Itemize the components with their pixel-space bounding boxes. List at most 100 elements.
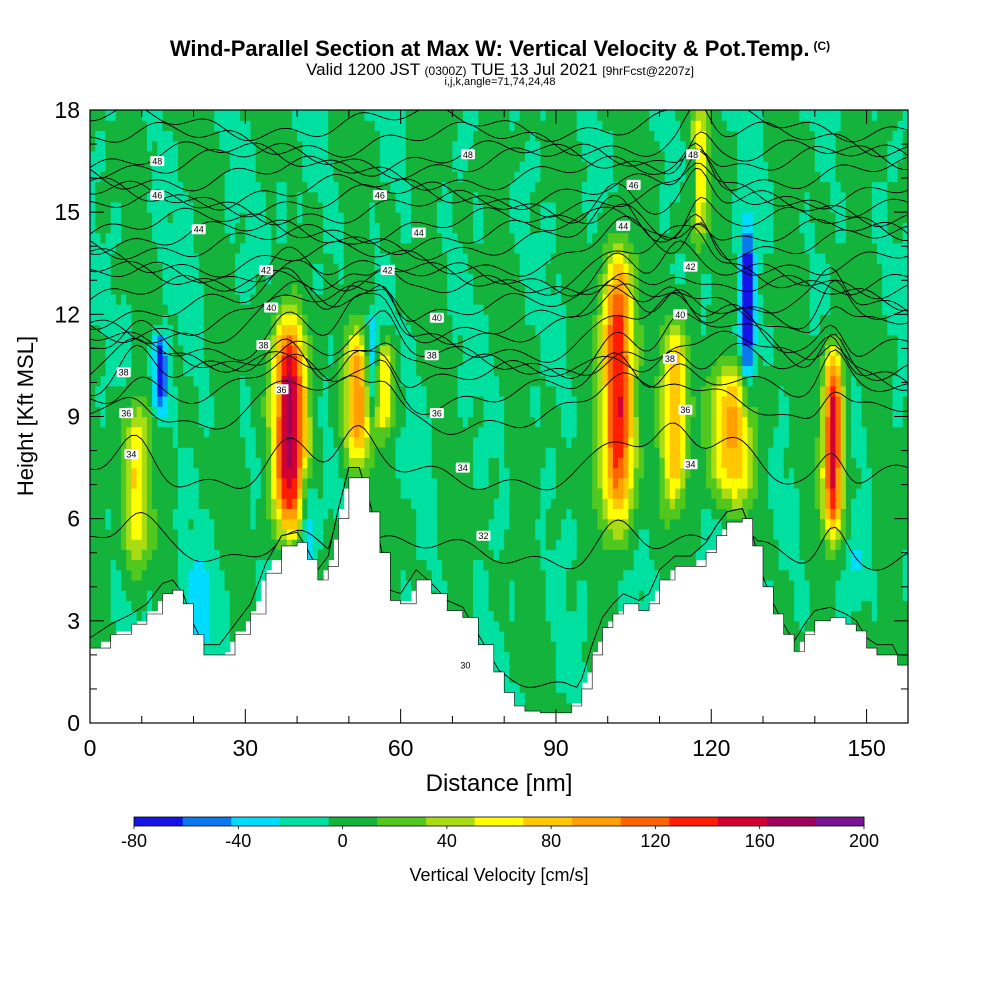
field-cell bbox=[540, 488, 547, 499]
field-cell bbox=[561, 661, 567, 673]
field-cell bbox=[121, 171, 127, 183]
field-cell bbox=[488, 181, 495, 193]
field-cell bbox=[157, 457, 164, 469]
field-cell bbox=[291, 457, 298, 469]
field-cell bbox=[126, 293, 132, 305]
field-cell bbox=[499, 375, 505, 387]
field-cell bbox=[250, 467, 257, 479]
field-cell bbox=[255, 253, 262, 264]
field-cell bbox=[587, 396, 593, 407]
field-cell bbox=[483, 232, 490, 244]
field-cell bbox=[545, 661, 552, 673]
field-cell bbox=[172, 539, 179, 550]
field-cell bbox=[255, 355, 262, 366]
field-cell bbox=[90, 273, 96, 285]
field-cell bbox=[436, 365, 443, 377]
field-cell bbox=[307, 436, 314, 448]
field-cell bbox=[224, 324, 231, 336]
field-cell bbox=[323, 498, 329, 509]
field-cell bbox=[488, 304, 495, 315]
field-cell bbox=[307, 355, 314, 366]
field-cell bbox=[141, 120, 148, 131]
field-cell bbox=[597, 559, 604, 571]
field-cell bbox=[519, 559, 526, 571]
field-cell bbox=[478, 314, 485, 326]
field-cell bbox=[152, 304, 158, 315]
field-cell bbox=[240, 365, 246, 377]
field-cell bbox=[555, 457, 562, 469]
field-cell bbox=[162, 569, 169, 581]
field-cell bbox=[519, 345, 526, 356]
field-cell bbox=[519, 253, 526, 264]
field-cell bbox=[587, 641, 593, 653]
field-cell bbox=[597, 375, 604, 387]
field-cell bbox=[110, 314, 117, 326]
field-cell bbox=[131, 171, 138, 183]
field-cell bbox=[431, 140, 438, 152]
field-cell bbox=[131, 150, 138, 162]
field-cell bbox=[571, 518, 578, 530]
field-cell bbox=[152, 498, 158, 509]
field-cell bbox=[90, 569, 96, 581]
field-cell bbox=[255, 130, 262, 142]
field-cell bbox=[431, 447, 438, 458]
field-cell bbox=[323, 212, 329, 223]
field-cell bbox=[535, 569, 541, 581]
field-cell bbox=[571, 201, 578, 213]
field-cell bbox=[276, 416, 283, 428]
field-cell bbox=[203, 549, 210, 561]
field-cell bbox=[136, 539, 143, 550]
field-cell bbox=[240, 375, 246, 387]
field-cell bbox=[411, 191, 417, 203]
field-cell bbox=[416, 161, 422, 172]
field-cell bbox=[291, 293, 298, 305]
field-cell bbox=[499, 641, 505, 653]
field-cell bbox=[338, 477, 345, 489]
field-cell bbox=[291, 406, 298, 418]
field-cell bbox=[136, 242, 143, 254]
field-cell bbox=[266, 232, 272, 244]
field-cell bbox=[488, 426, 495, 438]
field-cell bbox=[488, 201, 495, 213]
field-cell bbox=[100, 631, 107, 642]
field-cell bbox=[209, 590, 215, 601]
field-cell bbox=[110, 477, 117, 489]
field-cell bbox=[178, 457, 184, 469]
field-cell bbox=[405, 140, 412, 152]
field-cell bbox=[307, 324, 314, 336]
field-cell bbox=[348, 242, 355, 254]
field-cell bbox=[566, 324, 573, 336]
field-cell bbox=[338, 212, 345, 223]
field-cell bbox=[348, 222, 355, 234]
field-cell bbox=[167, 334, 174, 346]
field-cell bbox=[592, 610, 598, 622]
field-cell bbox=[209, 580, 215, 591]
field-cell bbox=[499, 549, 505, 561]
field-cell bbox=[442, 120, 448, 131]
field-cell bbox=[519, 242, 526, 254]
field-cell bbox=[214, 396, 221, 407]
field-cell bbox=[374, 498, 381, 509]
field-cell bbox=[504, 161, 510, 172]
field-cell bbox=[499, 253, 505, 264]
field-cell bbox=[183, 467, 189, 479]
field-cell bbox=[467, 375, 474, 387]
field-cell bbox=[545, 293, 552, 305]
field-cell bbox=[566, 549, 573, 561]
field-cell bbox=[235, 201, 241, 213]
field-cell bbox=[395, 110, 402, 121]
field-cell bbox=[504, 314, 510, 326]
field-cell bbox=[550, 273, 557, 285]
field-cell bbox=[555, 692, 562, 704]
field-cell bbox=[587, 140, 593, 152]
field-cell bbox=[229, 120, 236, 131]
field-cell bbox=[571, 661, 578, 673]
field-cell bbox=[172, 467, 179, 479]
field-cell bbox=[281, 355, 288, 366]
field-cell bbox=[359, 406, 365, 418]
field-cell bbox=[188, 171, 195, 183]
field-cell bbox=[509, 549, 516, 561]
field-cell bbox=[597, 600, 604, 612]
field-cell bbox=[457, 375, 464, 387]
field-cell bbox=[530, 232, 536, 244]
